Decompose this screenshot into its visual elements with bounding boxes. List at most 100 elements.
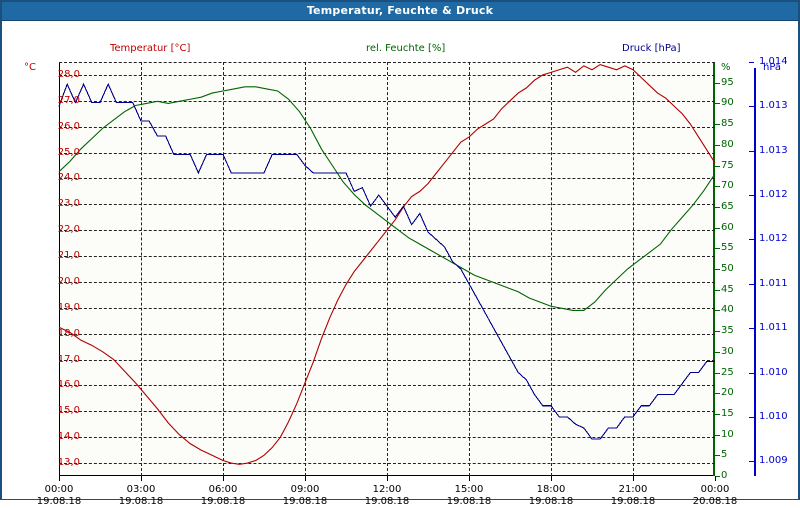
- humidity-tick-mark: [715, 372, 720, 374]
- gridline-v: [305, 62, 306, 476]
- humidity-tick-mark: [715, 206, 720, 208]
- humidity-tick-label: 25: [721, 366, 734, 378]
- humidity-tick-label: 5: [721, 449, 728, 461]
- legend-pressure: Druck [hPa]: [622, 43, 681, 54]
- humidity-tick-mark: [715, 289, 720, 291]
- pressure-tick-mark: [749, 106, 754, 108]
- series-humidity: [58, 86, 716, 311]
- gridline-v: [469, 62, 470, 476]
- humidity-tick-label: 35: [721, 325, 734, 337]
- gridline-v: [633, 62, 634, 476]
- temperature-tick-label: 14,0: [57, 431, 80, 443]
- temperature-tick-label: 27,0: [57, 94, 80, 106]
- temperature-tick-label: 20,0: [57, 275, 80, 287]
- humidity-tick-mark: [715, 393, 720, 395]
- humidity-tick-label: 80: [721, 138, 734, 150]
- humidity-tick-mark: [715, 351, 720, 353]
- time-tick-time: 15:00: [454, 484, 484, 495]
- humidity-tick-label: 50: [721, 263, 734, 274]
- gridline-v: [387, 62, 388, 476]
- temperature-tick-label: 18,0: [57, 327, 80, 339]
- gridline-v: [141, 62, 142, 476]
- time-tick-time: 00:00: [44, 484, 74, 495]
- temperature-tick-label: 13,0: [57, 457, 80, 469]
- temperature-tick-label: 16,0: [57, 379, 80, 391]
- pressure-tick-mark: [749, 239, 754, 241]
- pressure-tick-label: 1.011: [759, 277, 788, 289]
- temperature-tick-label: 24,0: [57, 172, 80, 184]
- temperature-tick-label: 17,0: [57, 353, 80, 365]
- time-tick-mark: [469, 476, 470, 481]
- time-tick-date: 19.08.18: [610, 496, 656, 507]
- series-lines: [58, 63, 716, 465]
- time-tick-label: 21:00 19.08.18: [598, 484, 668, 508]
- humidity-tick-label: 40: [721, 304, 734, 316]
- time-tick-mark: [305, 476, 306, 481]
- legend-temperature: Temperatur [°C]: [110, 43, 191, 54]
- humidity-tick-mark: [715, 310, 720, 312]
- time-tick-label: 00:00 19.08.18: [24, 484, 94, 508]
- pressure-tick-mark: [749, 416, 754, 418]
- pressure-tick-mark: [749, 62, 754, 63]
- time-tick-label: 09:00 19.08.18: [270, 484, 340, 508]
- humidity-tick-mark: [715, 476, 720, 477]
- axis-unit-percent: %: [721, 62, 731, 73]
- humidity-tick-mark: [715, 144, 720, 146]
- time-tick-label: 06:00 19.08.18: [188, 484, 258, 508]
- time-tick-label: 00:00 20.08.18: [680, 484, 750, 508]
- pressure-tick-label: 1.009: [759, 455, 788, 467]
- time-tick-date: 19.08.18: [528, 496, 574, 507]
- time-tick-time: 03:00: [126, 484, 156, 495]
- humidity-tick-mark: [715, 186, 720, 188]
- humidity-tick-label: 0: [721, 470, 728, 481]
- time-tick-date: 19.08.18: [364, 496, 410, 507]
- series-pressure: [58, 82, 715, 440]
- humidity-tick-mark: [715, 103, 720, 105]
- temperature-tick-label: 23,0: [57, 198, 80, 210]
- time-tick-label: 03:00 19.08.18: [106, 484, 176, 508]
- time-tick-mark: [223, 476, 224, 481]
- pressure-tick-label: 1.010: [759, 410, 788, 422]
- time-tick-time: 21:00: [618, 484, 648, 495]
- temperature-tick-label: 22,0: [57, 224, 80, 236]
- humidity-tick-label: 45: [721, 283, 734, 295]
- humidity-axis-line: [713, 62, 715, 476]
- humidity-tick-label: 10: [721, 428, 734, 440]
- axis-unit-hpa: hPa: [763, 62, 782, 73]
- time-tick-mark: [387, 476, 388, 481]
- humidity-tick-mark: [715, 269, 720, 270]
- gridline-v: [223, 62, 224, 476]
- time-tick-date: 19.08.18: [446, 496, 492, 507]
- humidity-tick-label: 20: [721, 387, 734, 399]
- chart-canvas: Temperatur [°C] rel. Feuchte [%] Druck […: [2, 21, 798, 507]
- humidity-tick-label: 55: [721, 242, 734, 254]
- pressure-tick-label: 1.012: [759, 189, 788, 201]
- legend-humidity: rel. Feuchte [%]: [366, 43, 446, 54]
- pressure-tick-label: 1.013: [759, 144, 788, 156]
- humidity-tick-mark: [715, 434, 720, 436]
- humidity-tick-label: 65: [721, 200, 734, 212]
- time-tick-date: 19.08.18: [36, 496, 82, 507]
- pressure-tick-mark: [749, 150, 754, 152]
- pressure-tick-mark: [749, 372, 754, 374]
- humidity-tick-label: 90: [721, 97, 734, 109]
- humidity-tick-mark: [715, 227, 720, 229]
- time-tick-time: 00:00: [700, 484, 730, 495]
- temperature-tick-label: 26,0: [57, 120, 80, 132]
- temperature-tick-label: 28,0: [57, 68, 80, 80]
- plot-left-border: [59, 62, 60, 476]
- temperature-tick-label: 15,0: [57, 405, 80, 417]
- humidity-tick-label: 70: [721, 180, 734, 192]
- humidity-tick-label: 85: [721, 118, 734, 130]
- time-tick-mark: [551, 476, 552, 481]
- humidity-tick-mark: [715, 165, 720, 167]
- pressure-tick-label: 1.014: [759, 56, 788, 67]
- pressure-axis-line: [754, 68, 756, 476]
- time-tick-date: 19.08.18: [200, 496, 246, 507]
- humidity-tick-mark: [715, 413, 720, 415]
- pressure-tick-mark: [749, 461, 754, 463]
- pressure-tick-mark: [749, 328, 754, 330]
- time-tick-mark: [141, 476, 142, 481]
- time-tick-time: 09:00: [290, 484, 320, 495]
- humidity-tick-mark: [715, 82, 720, 84]
